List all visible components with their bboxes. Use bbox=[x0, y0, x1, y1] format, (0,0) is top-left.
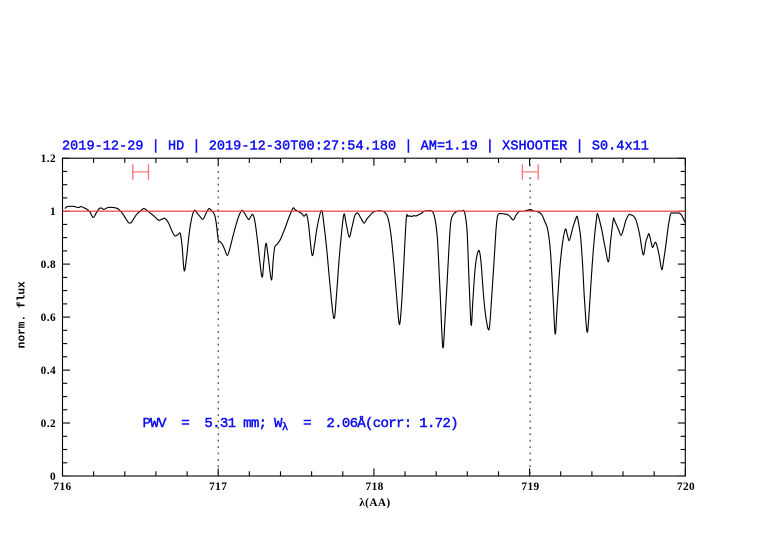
svg-text:716: 716 bbox=[53, 481, 71, 493]
svg-text:norm. flux: norm. flux bbox=[17, 281, 29, 348]
svg-text:1.2: 1.2 bbox=[41, 153, 56, 165]
svg-text:717: 717 bbox=[209, 481, 227, 493]
svg-text:0.8: 0.8 bbox=[41, 259, 56, 271]
svg-text:0.4: 0.4 bbox=[41, 365, 56, 377]
svg-text:PWV = 5.31 mm; Wλ = 2.06Å(: PWV = 5.31 mm; Wλ = 2.06Å(corr: 1.72) bbox=[143, 415, 458, 434]
svg-text:0.6: 0.6 bbox=[41, 312, 56, 324]
svg-text:0.2: 0.2 bbox=[41, 418, 56, 430]
svg-text:720: 720 bbox=[677, 481, 695, 493]
svg-text:719: 719 bbox=[521, 481, 539, 493]
svg-text:0: 0 bbox=[50, 471, 56, 483]
svg-text:718: 718 bbox=[366, 481, 384, 493]
svg-text:1: 1 bbox=[50, 206, 56, 218]
svg-text:2019-12-29 | HD | 2019-12-30T0: 2019-12-29 | HD | 2019-12-30T00:27:54.18… bbox=[62, 140, 649, 155]
svg-text:λ(AA): λ(AA) bbox=[359, 497, 390, 509]
